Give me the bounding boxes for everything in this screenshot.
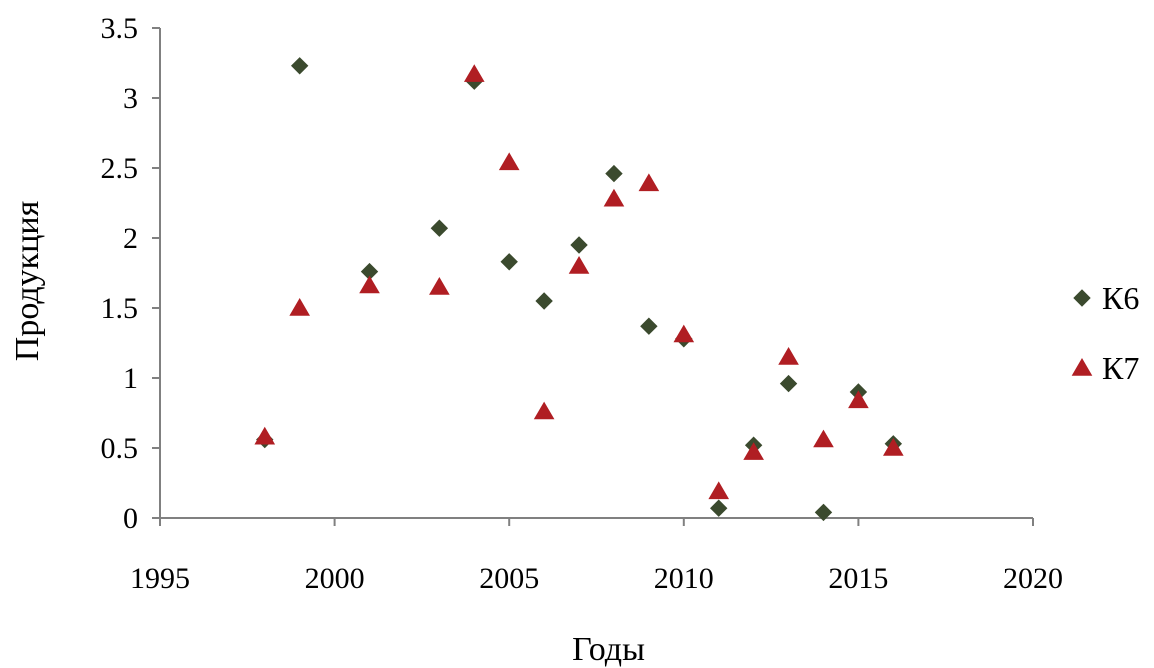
data-point xyxy=(359,275,380,294)
legend-label: К7 xyxy=(1102,350,1139,386)
data-point xyxy=(710,499,728,517)
data-point xyxy=(290,57,309,75)
y-tick-label: 2.5 xyxy=(101,152,139,185)
data-point xyxy=(430,219,449,237)
data-point xyxy=(779,374,798,393)
data-points xyxy=(254,57,904,522)
data-point xyxy=(673,324,695,343)
x-tick-label: 2020 xyxy=(1003,562,1063,595)
x-ticks: 1995 2000 2005 2010 2015 2020 xyxy=(130,518,1063,595)
x-tick-label: 2000 xyxy=(305,562,365,595)
legend-marker xyxy=(1073,289,1091,307)
data-point xyxy=(463,64,485,82)
x-tick-label: 2010 xyxy=(654,562,714,595)
y-ticks: 0 0.5 1 1.5 2 2.5 3 3.5 xyxy=(101,12,160,535)
data-point xyxy=(638,173,660,192)
legend-item-2: К7 xyxy=(1071,350,1139,386)
data-point xyxy=(848,390,869,409)
data-point xyxy=(813,429,834,448)
data-point xyxy=(708,481,730,500)
data-point xyxy=(743,442,764,460)
data-point xyxy=(500,253,518,271)
y-tick-label: 1.5 xyxy=(101,292,139,325)
y-tick-label: 2 xyxy=(123,222,138,255)
legend-label: К6 xyxy=(1102,280,1139,316)
data-point xyxy=(778,347,799,365)
series-1-points xyxy=(256,57,903,522)
y-tick-label: 3.5 xyxy=(101,12,139,45)
data-point xyxy=(570,236,588,254)
data-point xyxy=(568,256,590,274)
data-point xyxy=(498,152,520,171)
x-axis-title: Годы xyxy=(572,631,645,668)
axes xyxy=(159,28,1033,519)
y-tick-label: 1 xyxy=(123,362,138,395)
legend-marker xyxy=(1071,358,1093,376)
data-point xyxy=(535,292,553,310)
y-tick-label: 3 xyxy=(123,82,138,115)
legend-item-1: К6 xyxy=(1073,280,1139,316)
data-point xyxy=(533,401,555,420)
data-point xyxy=(254,426,276,445)
y-axis-title: Продукция xyxy=(9,200,46,361)
data-point xyxy=(289,298,311,316)
data-point xyxy=(814,503,833,522)
data-point xyxy=(603,188,625,207)
data-point xyxy=(882,438,904,456)
data-point xyxy=(429,277,450,295)
x-tick-label: 2005 xyxy=(479,562,539,595)
y-tick-label: 0.5 xyxy=(101,432,139,465)
legend: К6 К7 xyxy=(1071,280,1139,386)
y-tick-label: 0 xyxy=(123,502,138,535)
series-2-points xyxy=(254,64,904,500)
data-point xyxy=(640,317,658,335)
x-tick-label: 1995 xyxy=(130,562,190,595)
x-tick-label: 2015 xyxy=(828,562,888,595)
data-point xyxy=(605,164,623,183)
